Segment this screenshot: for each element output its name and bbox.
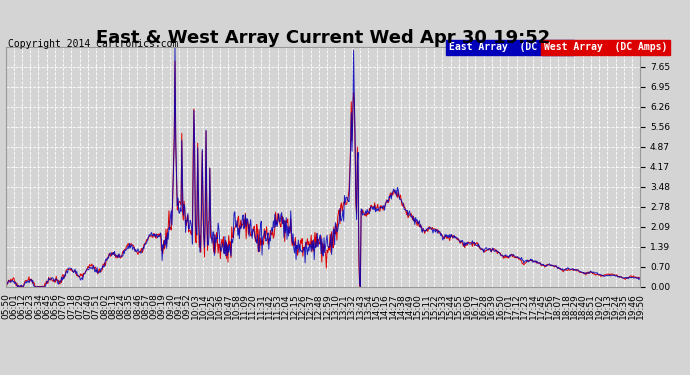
Title: East & West Array Current Wed Apr 30 19:52: East & West Array Current Wed Apr 30 19:… bbox=[96, 29, 550, 47]
Text: East Array  (DC Amps): East Array (DC Amps) bbox=[448, 42, 572, 52]
Text: Copyright 2014 Cartronics.com: Copyright 2014 Cartronics.com bbox=[8, 39, 179, 50]
Text: West Array  (DC Amps): West Array (DC Amps) bbox=[544, 42, 667, 52]
